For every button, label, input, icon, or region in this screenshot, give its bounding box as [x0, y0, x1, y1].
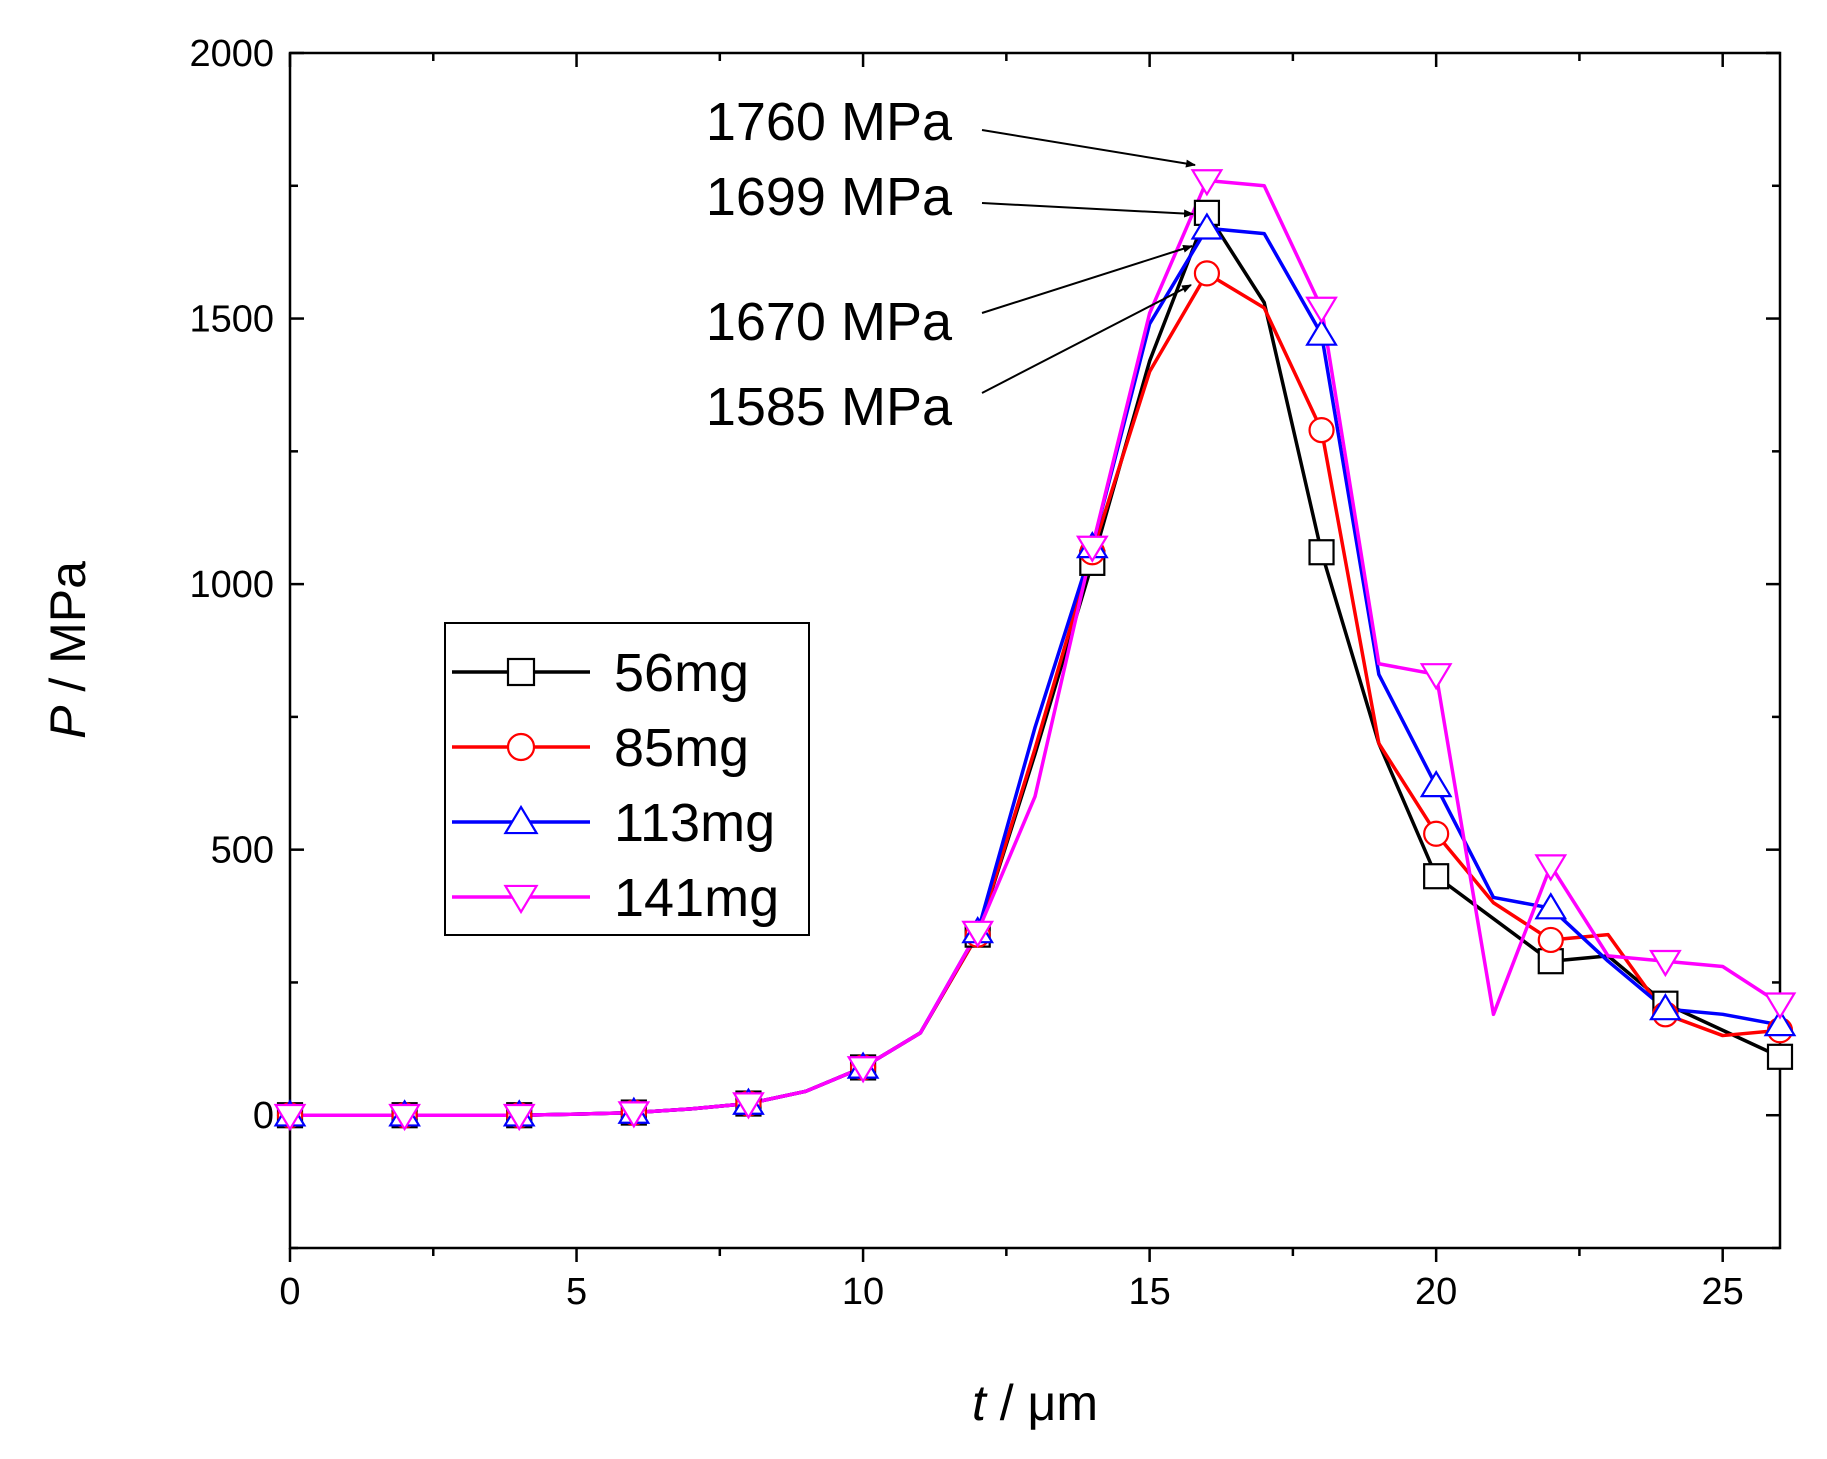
data-point: [961, 920, 995, 948]
annotation-arrow: [981, 202, 1194, 218]
legend-label: 85mg: [614, 718, 749, 778]
data-point: [1649, 993, 1682, 1021]
legend-label: 113mg: [614, 793, 775, 853]
annotation-arrow: [981, 244, 1193, 314]
annotation: 1760 MPa: [706, 92, 1196, 168]
data-point: [1534, 854, 1568, 882]
legend-label: 141mg: [614, 868, 779, 928]
data-point: [506, 732, 536, 762]
data-point: [502, 1103, 536, 1132]
series-line: [290, 178, 1781, 1117]
annotation-arrow: [981, 284, 1192, 394]
legend-item: 56mg: [452, 643, 749, 703]
x-axis-unit: / μm: [986, 1375, 1098, 1431]
data-point: [1305, 296, 1338, 324]
data-point: [388, 1103, 421, 1132]
data-point: [1419, 663, 1453, 691]
x-tick-label: 0: [279, 1271, 300, 1313]
data-point: [503, 804, 539, 835]
data-point: [1763, 1008, 1797, 1037]
data-point: [1308, 416, 1335, 444]
data-point: [617, 1101, 651, 1129]
annotation-label: 1585 MPa: [706, 377, 953, 437]
data-point: [1308, 539, 1335, 566]
data-point: [503, 884, 539, 915]
legend-item: 85mg: [452, 718, 749, 778]
y-tick-label: 1500: [189, 299, 274, 341]
series-141mg: [290, 178, 1781, 1117]
y-axis-ticks: 0 500 1000 1500 2000: [189, 33, 1780, 1250]
data-point: [1537, 926, 1564, 954]
data-point: [1649, 949, 1682, 978]
series-layer: [273, 169, 1797, 1132]
legend-label: 56mg: [614, 643, 749, 703]
annotation: 1585 MPa: [706, 284, 1192, 437]
data-point: [1766, 1043, 1794, 1070]
y-axis-unit: / MPa: [40, 561, 96, 706]
data-point: [1419, 769, 1453, 798]
annotation: 1670 MPa: [706, 244, 1193, 352]
y-tick-label: 500: [211, 830, 274, 872]
data-point: [1190, 212, 1224, 240]
series-markers-141mg: [273, 169, 1797, 1132]
y-tick-label: 1000: [189, 564, 274, 606]
data-point: [732, 1092, 765, 1120]
data-point: [1193, 260, 1221, 287]
annotations-layer: 1760 MPa 1699 MPa 1670 MPa 1585 MPa: [706, 92, 1196, 437]
annotation-label: 1670 MPa: [706, 292, 953, 352]
y-tick-label: 2000: [189, 33, 274, 75]
data-point: [273, 1103, 307, 1132]
annotation-arrow: [981, 129, 1196, 168]
x-tick-label: 5: [566, 1271, 587, 1313]
legend-items: 56mg 85mg 113mg 141mg: [452, 643, 779, 928]
legend-item: 141mg: [452, 868, 779, 928]
data-point: [1305, 318, 1338, 346]
x-axis-title: t / μm: [972, 1375, 1098, 1431]
plot-frame: [288, 51, 1782, 1250]
data-point: [1763, 992, 1797, 1020]
y-axis-symbol: P: [40, 705, 96, 739]
legend: 56mg 85mg 113mg 141mg: [444, 622, 810, 936]
x-tick-label: 15: [1128, 1271, 1170, 1313]
y-tick-label: 0: [253, 1095, 274, 1137]
data-point: [1537, 948, 1564, 975]
x-tick-label: 10: [842, 1271, 884, 1313]
data-point: [1190, 169, 1224, 197]
data-point: [1423, 820, 1450, 847]
legend-box: [444, 622, 810, 936]
data-point: [1075, 535, 1109, 563]
annotation-label: 1699 MPa: [706, 167, 953, 227]
x-tick-label: 25: [1702, 1271, 1744, 1313]
data-point: [846, 1056, 880, 1084]
annotation-label: 1760 MPa: [706, 92, 953, 152]
data-point: [1534, 892, 1568, 920]
y-axis-title: P / MPa: [40, 561, 96, 739]
legend-item: 113mg: [452, 793, 775, 853]
data-point: [1423, 863, 1450, 890]
annotation: 1699 MPa: [706, 167, 1194, 227]
x-axis-symbol: t: [972, 1375, 988, 1431]
data-point: [506, 657, 536, 687]
x-tick-label: 20: [1415, 1271, 1457, 1313]
x-axis-ticks: 0 5 10 15 20 25: [279, 53, 1744, 1313]
